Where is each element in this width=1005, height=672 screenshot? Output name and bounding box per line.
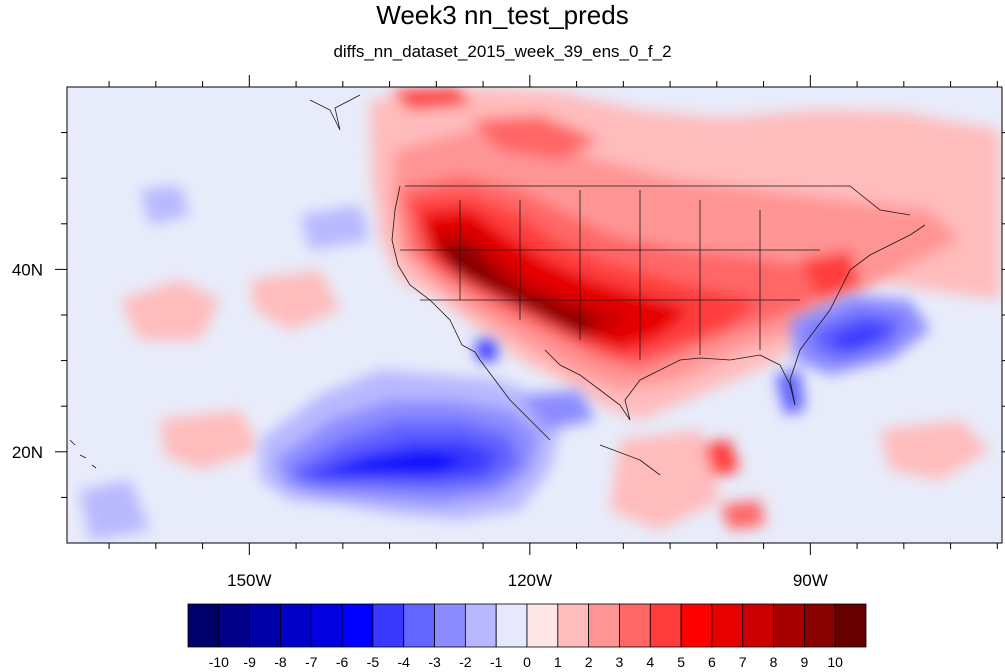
colorbar-box <box>526 603 559 648</box>
colorbar-box <box>619 603 651 648</box>
colorbar-box <box>495 603 528 648</box>
colorbar-label: 6 <box>708 654 716 670</box>
lat-tick-label: 20N <box>12 443 43 462</box>
colorbar-box <box>557 603 590 648</box>
lat-tick-label: 40N <box>12 260 43 279</box>
colorbar-box <box>711 603 744 648</box>
colorbar-label: 8 <box>770 654 778 670</box>
colorbar-box <box>218 603 251 648</box>
colorbar-box <box>834 603 867 648</box>
colorbar-box <box>773 603 805 648</box>
map-field <box>67 87 1002 543</box>
lon-tick-label: 90W <box>793 571 828 590</box>
map-ticks: 150W 120W 90W 40N 20N <box>12 75 1005 590</box>
figure-title: Week3 nn_test_preds <box>376 0 629 30</box>
cold-anomaly-field <box>80 185 930 540</box>
colorbar-label: -6 <box>336 654 349 670</box>
lon-tick-label: 150W <box>227 571 271 590</box>
colorbar-label: -7 <box>305 654 318 670</box>
colorbar-box <box>588 603 620 648</box>
coastline-outlines <box>69 94 926 476</box>
colorbar-box <box>742 603 774 648</box>
colorbar-label: -5 <box>367 654 380 670</box>
colorbar-label: -2 <box>459 654 472 670</box>
colorbar-label: -4 <box>398 654 411 670</box>
colorbar: -10 -9 -8 -7 -6 -5 -4 -3 -2 -1 0 1 2 3 4 5 6 7 8 9 10 <box>187 603 867 670</box>
colorbar-box <box>341 603 374 648</box>
colorbar-label: 5 <box>677 654 685 670</box>
colorbar-label: -1 <box>490 654 503 670</box>
colorbar-label: -8 <box>274 654 287 670</box>
colorbar-box <box>249 603 281 648</box>
colorbar-box <box>372 603 405 648</box>
colorbar-box <box>187 603 220 648</box>
colorbar-label: -9 <box>243 654 256 670</box>
colorbar-label: 1 <box>554 654 562 670</box>
colorbar-label: 2 <box>585 654 593 670</box>
colorbar-label: 3 <box>616 654 624 670</box>
colorbar-box <box>434 603 466 648</box>
colorbar-label: 0 <box>523 654 531 670</box>
colorbar-label: 4 <box>646 654 654 670</box>
colorbar-label: 10 <box>827 654 843 670</box>
figure-subtitle: diffs_nn_dataset_2015_week_39_ens_0_f_2 <box>333 42 672 61</box>
colorbar-box <box>680 603 713 648</box>
colorbar-label: 7 <box>739 654 747 670</box>
colorbar-box <box>280 603 312 648</box>
colorbar-label: 9 <box>800 654 808 670</box>
colorbar-box <box>803 603 836 648</box>
colorbar-box <box>310 603 343 648</box>
colorbar-box <box>464 603 497 648</box>
lon-tick-label: 120W <box>508 571 552 590</box>
colorbar-box <box>649 603 682 648</box>
colorbar-label: -10 <box>209 654 229 670</box>
colorbar-box <box>403 603 435 648</box>
colorbar-label: -3 <box>428 654 441 670</box>
